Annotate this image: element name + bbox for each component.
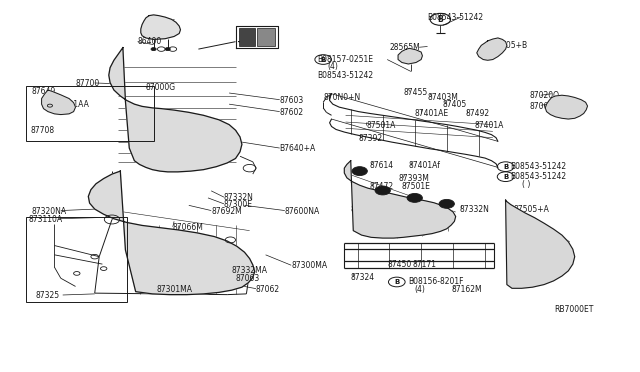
Text: 28565M: 28565M [389, 43, 420, 52]
Text: 87392: 87392 [358, 134, 383, 143]
Text: 87301MA: 87301MA [157, 285, 193, 294]
Text: 87600NA: 87600NA [285, 207, 320, 216]
Text: 87503: 87503 [365, 218, 389, 227]
Text: 87162M: 87162M [451, 285, 482, 294]
Text: 87393M: 87393M [398, 174, 429, 183]
Text: 87492: 87492 [466, 109, 490, 118]
Text: 87401AE: 87401AE [415, 109, 449, 118]
Text: B: B [503, 174, 508, 180]
Text: 87602: 87602 [280, 108, 304, 117]
Text: 87708: 87708 [31, 126, 55, 135]
Text: B7505+B: B7505+B [492, 41, 527, 50]
Text: 87403M: 87403M [428, 93, 458, 102]
Text: 87000G: 87000G [146, 83, 176, 92]
Text: B: B [503, 164, 508, 170]
Text: ( ): ( ) [522, 180, 530, 189]
Text: 87066M: 87066M [173, 223, 204, 232]
Polygon shape [477, 38, 507, 60]
Circle shape [352, 167, 367, 176]
Polygon shape [398, 48, 422, 64]
Text: 87069: 87069 [530, 102, 554, 110]
Text: 87171: 87171 [413, 260, 437, 269]
Text: 87649: 87649 [32, 87, 56, 96]
Polygon shape [88, 171, 255, 295]
Text: 87324: 87324 [351, 273, 375, 282]
Circle shape [407, 193, 422, 202]
Polygon shape [42, 90, 76, 115]
Text: 87700: 87700 [76, 79, 100, 88]
Text: 87401AA: 87401AA [54, 100, 89, 109]
Text: (4): (4) [415, 285, 426, 294]
Text: B08543-51242: B08543-51242 [317, 71, 373, 80]
Text: B7640+A: B7640+A [280, 144, 316, 153]
Text: 87332MA: 87332MA [232, 266, 268, 275]
Text: 87472: 87472 [370, 182, 394, 191]
Circle shape [439, 199, 454, 208]
Bar [239, 28, 255, 46]
Text: RB7000ET: RB7000ET [554, 305, 594, 314]
Text: 87332N: 87332N [224, 193, 254, 202]
Text: 87300E: 87300E [224, 200, 253, 209]
Text: 87405: 87405 [443, 100, 467, 109]
Text: 87450: 87450 [387, 260, 412, 269]
Text: 87692M: 87692M [211, 207, 242, 216]
Polygon shape [141, 15, 180, 39]
Bar [257, 28, 275, 46]
Text: 87505+A: 87505+A [513, 205, 549, 214]
Text: 87614: 87614 [370, 161, 394, 170]
Text: B08543-51242: B08543-51242 [511, 172, 567, 181]
Text: 87501A: 87501A [366, 121, 396, 130]
Polygon shape [109, 48, 242, 172]
Text: 87332N: 87332N [460, 205, 490, 214]
Text: 87320NA: 87320NA [32, 207, 67, 216]
Circle shape [165, 48, 170, 51]
Text: 87592: 87592 [402, 229, 426, 238]
Bar [26, 86, 154, 141]
Text: 87455: 87455 [403, 88, 428, 97]
Circle shape [375, 186, 390, 195]
Text: B08157-0251E: B08157-0251E [317, 55, 372, 64]
Text: 87325: 87325 [35, 291, 60, 300]
Polygon shape [506, 200, 575, 288]
Text: B: B [321, 57, 326, 62]
Text: 87401A: 87401A [475, 121, 504, 130]
Text: 870N0: 870N0 [520, 260, 545, 269]
Text: 873110A: 873110A [29, 215, 63, 224]
Text: 87501E: 87501E [351, 205, 380, 214]
Text: B: B [394, 279, 399, 285]
Bar [26, 217, 127, 302]
Text: 87300MA: 87300MA [291, 262, 327, 270]
Text: 87501E: 87501E [402, 182, 431, 191]
Text: 87603: 87603 [280, 96, 304, 105]
Polygon shape [545, 95, 588, 119]
Text: 870N0+N: 870N0+N [323, 93, 360, 102]
Polygon shape [344, 161, 456, 238]
Text: B08156-8201F: B08156-8201F [408, 278, 464, 286]
Text: B08543-51242: B08543-51242 [428, 13, 484, 22]
Circle shape [151, 48, 156, 51]
Text: 86400: 86400 [138, 37, 162, 46]
Text: 87062: 87062 [256, 285, 280, 294]
Text: 87401Af: 87401Af [408, 161, 440, 170]
Text: 87063: 87063 [236, 274, 260, 283]
Text: 87020Q: 87020Q [530, 92, 560, 100]
Text: B: B [438, 15, 443, 24]
Text: (4): (4) [328, 62, 339, 71]
Text: B08543-51242: B08543-51242 [511, 162, 567, 171]
